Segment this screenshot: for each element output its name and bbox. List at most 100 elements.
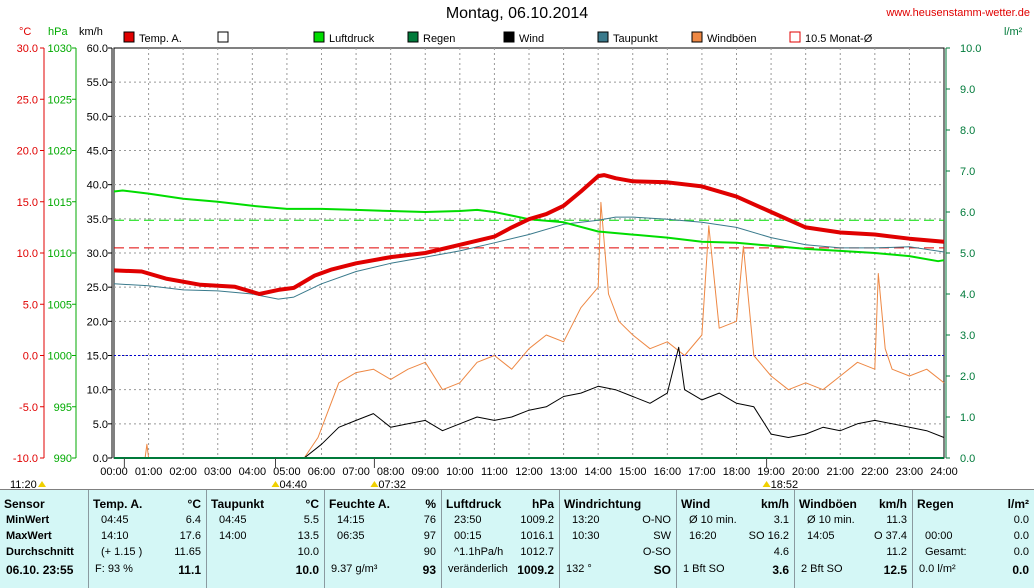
- col-wind-foot-value: 3.6: [772, 563, 789, 577]
- kmh-tick-label: 45.0: [87, 146, 108, 158]
- time-tick-label: 24:00: [930, 466, 958, 478]
- col-luftdruck-row-label: 00:15: [454, 530, 482, 542]
- col-feuchte: Feuchte A.% 14:15 76 06:35 97 90 9.37 g/…: [324, 490, 442, 588]
- col-regen-row-value: 0.0: [1013, 546, 1029, 558]
- time-tick-label: 03:00: [204, 466, 232, 478]
- col-regen-row-label: Gesamt:: [925, 546, 967, 558]
- site-link[interactable]: www.heusenstamm-wetter.de: [886, 7, 1030, 19]
- col-windboeen-foot-label: 2 Bft SO: [801, 563, 843, 575]
- temp-tick-label: 10.0: [17, 248, 38, 260]
- time-tick-label: 11:00: [481, 466, 508, 478]
- series-line: [113, 216, 945, 300]
- col-taupunkt-row-value: 13.5: [297, 530, 319, 542]
- rain-tick-label: 9.0: [960, 84, 975, 96]
- col-windboeen-unit: km/h: [878, 497, 907, 511]
- kmh-tick-label: 5.0: [93, 419, 108, 431]
- time-marker-icon: [271, 481, 280, 487]
- col-wind: Wind km/h Ø 10 min. 3.1 16:20 SO 16.2 4.6…: [676, 490, 795, 588]
- temp-tick-label: 5.0: [23, 299, 38, 311]
- col-wind-row-label: 16:20: [689, 530, 717, 542]
- legend-swatch: [789, 31, 801, 43]
- legend-swatch: [691, 31, 703, 43]
- time-tick-label: 00:00: [100, 466, 128, 478]
- time-tick-label: 06:00: [308, 466, 336, 478]
- col-luftdruck-row-value: 1009.2: [520, 514, 554, 526]
- col-wind-unit: km/h: [760, 497, 789, 511]
- col-sensor: Sensor MinWert MaxWert Durchschnitt 06.1…: [0, 490, 88, 588]
- legend-swatch: [597, 31, 609, 43]
- unit-kmh: km/h: [79, 26, 103, 38]
- col-luftdruck-row-value: 1016.1: [520, 530, 554, 542]
- rain-tick-label: 6.0: [960, 207, 975, 219]
- kmh-tick-label: 40.0: [87, 180, 108, 192]
- chart-grid: [113, 47, 945, 459]
- col-regen-row-value: 0.0: [1013, 530, 1029, 542]
- temp-tick-label: -5.0: [19, 402, 38, 414]
- col-feuchte-row-label: 06:35: [337, 530, 365, 542]
- col-luftdruck-unit: hPa: [531, 497, 554, 511]
- temp-tick-label: 0.0: [23, 351, 38, 363]
- col-temp: Temp. A. °C 04:45 6.4 14:10 17.6 (+ 1.15 …: [88, 490, 207, 588]
- time-tick-label: 04:00: [239, 466, 267, 478]
- col-luftdruck-row-label: 23:50: [454, 514, 482, 526]
- col-taupunkt-row-value: 5.5: [303, 514, 319, 526]
- col-windboeen-row-value: 11.3: [886, 514, 907, 526]
- col-temp-row-label: 04:45: [101, 514, 129, 526]
- legend-label: Regen: [423, 33, 455, 45]
- col-wind-row-value: 4.6: [773, 546, 789, 558]
- kmh-tick-label: 35.0: [87, 214, 108, 226]
- time-marker-icon: [370, 481, 379, 487]
- time-tick-label: 15:00: [619, 466, 647, 478]
- unit-rain: l/m²: [1004, 26, 1023, 38]
- col-temp-row-value: 6.4: [185, 514, 201, 526]
- legend-label: Wind: [519, 33, 544, 45]
- legend-label: Windböen: [707, 33, 757, 45]
- col-regen: Regen l/m² 0.0 00:00 0.0 Gesamt: 0.0 0.0 …: [912, 490, 1034, 588]
- rain-tick-label: 0.0: [960, 453, 975, 465]
- legend-label: Luftdruck: [329, 33, 375, 45]
- rain-tick-label: 2.0: [960, 371, 975, 383]
- chart-axes: 30.0 25.0 20.0 15.0 10.0 5.0 0.0 -5.0 -10.0 1030 1…: [10, 43, 981, 489]
- col-wind-title: Wind: [681, 497, 711, 511]
- col-temp-row-label: 14:10: [101, 530, 129, 542]
- col-taupunkt-title: Taupunkt: [211, 497, 265, 511]
- kmh-tick-label: 10.0: [87, 385, 108, 397]
- legend-swatch: [407, 31, 419, 43]
- unit-hpa: hPa: [48, 26, 68, 38]
- col-windrichtung-row-label: 10:30: [572, 530, 600, 542]
- time-tick-label: 08:00: [377, 466, 405, 478]
- col-windboeen-row-label: 14:05: [807, 530, 835, 542]
- time-tick-label: 20:00: [792, 466, 820, 478]
- hpa-tick-label: 1010: [48, 248, 72, 260]
- legend-swatch: [217, 31, 229, 43]
- col-feuchte-row-value: 90: [423, 546, 436, 558]
- hpa-tick-label: 1005: [48, 299, 72, 311]
- col-windboeen-foot-value: 12.5: [883, 563, 907, 577]
- series-line: [114, 346, 945, 459]
- time-tick-label: 01:00: [135, 466, 163, 478]
- hpa-tick-label: 995: [54, 402, 72, 414]
- time-tick-label: 07:00: [342, 466, 370, 478]
- temp-tick-label: 25.0: [17, 94, 38, 106]
- kmh-tick-label: 60.0: [87, 43, 108, 55]
- col-taupunkt: Taupunkt °C 04:45 5.5 14:00 13.5 10.0 10.…: [206, 490, 325, 588]
- col-regen-foot-label: 0.0 l/m²: [919, 563, 956, 575]
- legend-label: Taupunkt: [613, 33, 658, 45]
- col-temp-unit: °C: [187, 497, 201, 511]
- col-windrichtung: Windrichtung 13:20 O-NO 10:30 SW O-SO 13…: [559, 490, 677, 588]
- col-luftdruck-foot-label: veränderlich: [448, 563, 508, 575]
- col-feuchte-row-value: 97: [423, 530, 436, 542]
- rain-tick-label: 4.0: [960, 289, 975, 301]
- col-taupunkt-unit: °C: [305, 497, 319, 511]
- hpa-tick-label: 1015: [48, 197, 72, 209]
- hpa-tick-label: 1020: [48, 146, 72, 158]
- col-luftdruck-row-label: ^1.1hPa/h: [454, 546, 504, 558]
- col-windboeen-title: Windböen: [799, 497, 857, 511]
- col-regen-row-label: 00:00: [925, 530, 953, 542]
- col-regen-row-value: 0.0: [1013, 514, 1029, 526]
- col-windrichtung-row-value: O-NO: [642, 514, 671, 526]
- col-temp-foot-value: 11.1: [178, 563, 201, 577]
- col-wind-row-value: 3.1: [773, 514, 789, 526]
- time-tick-label: 19:00: [757, 466, 785, 478]
- col-regen-title: Regen: [917, 497, 954, 511]
